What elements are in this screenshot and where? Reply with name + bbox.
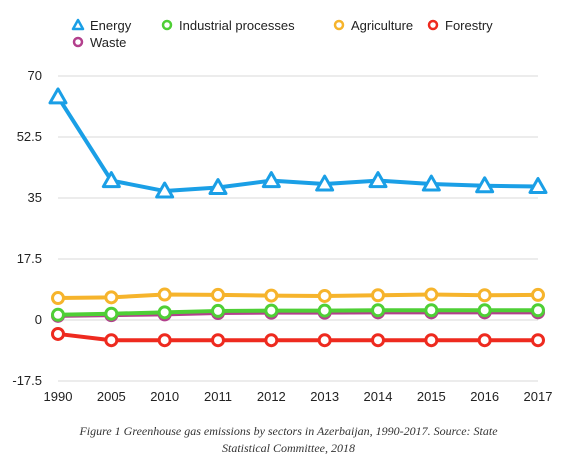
data-point [104,290,119,305]
data-point [211,333,225,348]
x-tick-label: 2011 [204,389,232,404]
data-point [531,287,545,302]
legend-label: Industrial processes [179,18,295,33]
data-point [211,303,225,318]
y-tick-label: 70 [28,68,42,83]
data-point [531,333,545,348]
legend-label: Energy [90,18,132,33]
data-point [157,287,172,302]
data-point [317,333,332,348]
legend-label: Forestry [445,18,493,33]
legend-marker [427,19,439,31]
x-tick-label: 2013 [310,389,339,404]
legend-label: Agriculture [351,18,413,33]
legend-marker [72,36,84,48]
data-point [104,333,119,348]
series-line [57,292,539,301]
data-point [424,333,439,348]
y-tick-label: 0 [35,312,42,327]
data-point [264,303,279,318]
y-tick-label: -17.5 [12,373,42,388]
data-point [421,174,441,192]
data-point [315,174,335,192]
series-3 [51,326,545,348]
grid [58,75,538,382]
legend-item: Forestry [427,18,493,33]
data-point [477,288,492,303]
series-layer [48,87,548,348]
line-chart: Energy Industrial processes Agriculture For… [12,18,553,404]
x-tick-label: 2015 [417,389,446,404]
caption-line-2: Statistical Committee, 2018 [222,441,355,455]
legend-label: Waste [90,35,126,50]
data-point [155,181,175,199]
y-axis: 70 52.5 35 17.5 0 -17.5 [12,68,42,388]
data-point [371,333,385,348]
legend-marker [161,19,173,31]
x-tick-label: 2017 [524,389,553,404]
data-point [104,306,119,321]
series-line [56,95,539,194]
legend: Energy Industrial processes Agriculture For… [71,18,493,50]
legend-item: Waste [72,35,126,50]
data-point [211,287,225,302]
series-line [57,331,538,343]
data-point [101,171,121,189]
x-tick-label: 1990 [44,389,73,404]
data-point [261,171,281,189]
data-point [51,307,65,322]
y-tick-label: 52.5 [17,129,42,144]
x-tick-label: 2010 [150,389,179,404]
data-point [424,287,439,302]
data-point [157,305,172,320]
data-point [51,326,65,341]
x-tick-label: 2014 [364,389,393,404]
data-point [48,87,68,105]
legend-item: Energy [71,18,132,33]
data-point [477,303,492,318]
x-axis: 1990 2005 2010 2011 2012 2013 2014 2015 2016 2017 [44,389,553,404]
x-tick-label: 2012 [257,389,286,404]
data-point [264,288,279,303]
series-line [57,308,538,317]
data-point [477,333,492,348]
data-point [208,178,228,196]
data-point [157,333,172,348]
legend-item: Agriculture [333,18,413,33]
data-point [371,303,385,318]
y-tick-label: 17.5 [17,251,42,266]
figure-caption: Figure 1 Greenhouse gas emissions by sec… [0,423,577,457]
series-0 [48,87,548,199]
data-point [264,333,279,348]
series-1 [51,303,545,322]
data-point [317,303,332,318]
caption-line-1: Figure 1 Greenhouse gas emissions by sec… [79,424,498,438]
data-point [317,288,332,303]
data-point [51,291,65,306]
series-2 [51,287,545,306]
y-tick-label: 35 [28,190,42,205]
data-point [368,171,388,189]
legend-marker [71,18,85,31]
data-point [371,288,385,303]
data-point [424,303,439,318]
data-point [528,176,548,194]
legend-marker [333,19,345,31]
x-tick-label: 2016 [470,389,499,404]
data-point [475,176,495,194]
legend-item: Industrial processes [161,18,295,33]
data-point [531,303,545,318]
x-tick-label: 2005 [97,389,126,404]
